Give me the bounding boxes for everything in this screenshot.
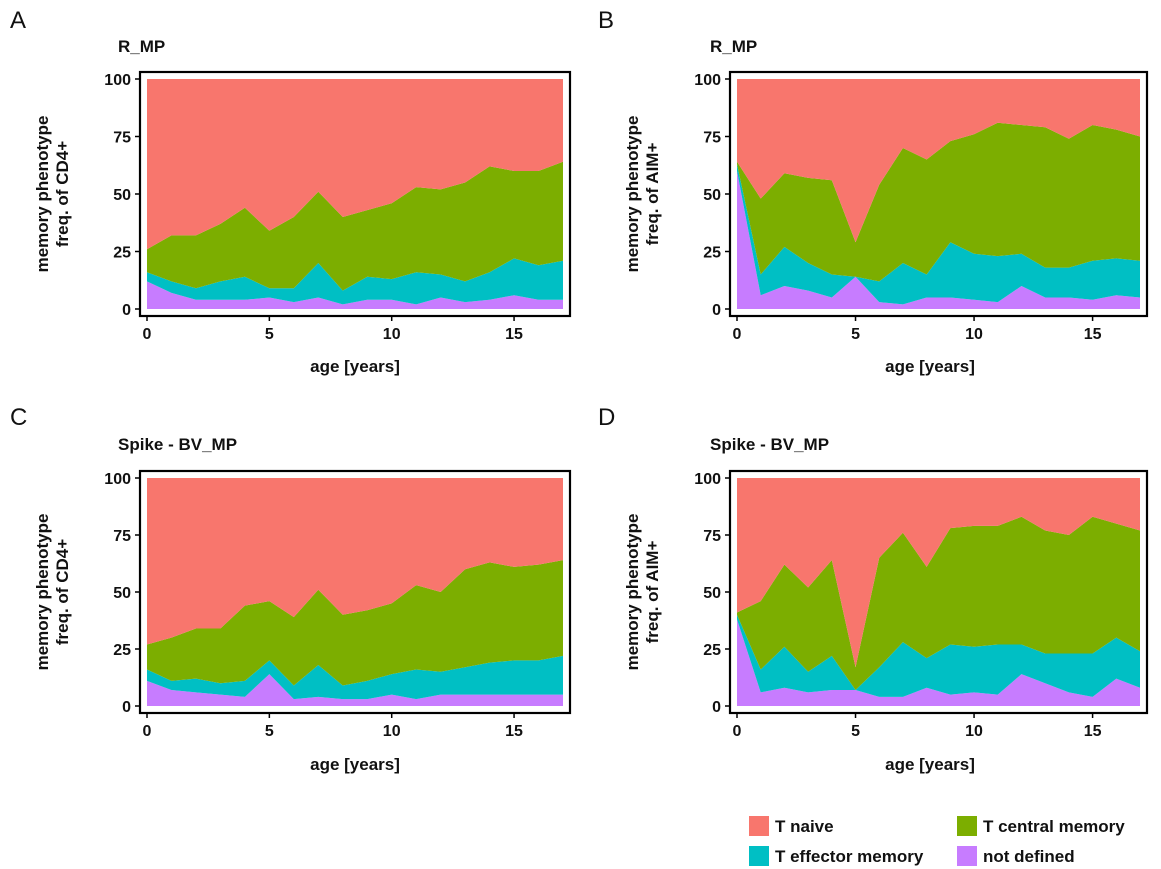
- area-t-effector-memory: [147, 655, 563, 700]
- x-tick-label: 10: [965, 723, 983, 740]
- y-axis-title: memory phenotypefreq. of CD4+: [33, 514, 72, 671]
- x-tick-label: 15: [505, 326, 523, 343]
- x-tick-label: 15: [1084, 723, 1102, 740]
- y-tick-label: 0: [712, 699, 721, 716]
- legend-label: T effector memory: [775, 847, 924, 866]
- y-tick-label: 0: [712, 302, 721, 319]
- x-tick-label: 10: [383, 723, 401, 740]
- area-t-naive: [147, 79, 563, 250]
- panel-title: R_MP: [710, 37, 757, 56]
- y-axis-title: memory phenotypefreq. of CD4+: [33, 116, 72, 273]
- panel-c: C Spike - BV_MP 0 25 50 75 100 0 5 10 15 age [years…: [10, 404, 572, 774]
- panel-title: Spike - BV_MP: [118, 435, 237, 454]
- legend-label: T central memory: [983, 817, 1125, 836]
- x-tick-label: 15: [1084, 326, 1102, 343]
- legend-item-undefined: not defined: [957, 846, 1075, 866]
- area-t-central-memory: [147, 161, 563, 291]
- y-axis-title: memory phenotypefreq. of AIM+: [623, 116, 662, 273]
- area-t-naive: [147, 478, 563, 645]
- area-t-effector-memory: [147, 258, 563, 305]
- area-t-naive: [737, 478, 1140, 668]
- legend: T naive T central memory T effector memory…: [749, 816, 1125, 866]
- y-tick-label: 25: [113, 245, 131, 262]
- x-axis-title: age [years]: [310, 755, 400, 774]
- y-tick-label: 0: [122, 302, 131, 319]
- area-not-defined: [147, 281, 563, 309]
- panel-letter: D: [598, 404, 615, 431]
- y-tick-label: 50: [113, 585, 131, 602]
- panel-letter: A: [10, 7, 26, 34]
- y-tick-label: 25: [703, 642, 721, 659]
- y-tick-label: 75: [703, 130, 721, 147]
- y-tick-label: 100: [104, 471, 131, 488]
- legend-swatch: [957, 816, 977, 836]
- x-axis-title: age [years]: [885, 357, 975, 376]
- legend-label: not defined: [983, 847, 1075, 866]
- y-tick-label: 25: [113, 642, 131, 659]
- x-tick-label: 0: [733, 326, 742, 343]
- y-axis-title: memory phenotypefreq. of AIM+: [623, 514, 662, 671]
- legend-swatch: [749, 846, 769, 866]
- y-tick-label: 100: [694, 471, 721, 488]
- area-t-effector-memory: [737, 614, 1140, 697]
- x-tick-label: 5: [851, 723, 860, 740]
- y-tick-label: 75: [113, 130, 131, 147]
- x-axis-title: age [years]: [885, 755, 975, 774]
- panel-letter: C: [10, 404, 27, 431]
- panel-b: B R_MP 0 25 50 75 100 0 5 10 15 age [years] memory p…: [598, 7, 1149, 376]
- area-not-defined: [147, 674, 563, 706]
- x-tick-label: 0: [143, 723, 152, 740]
- area-t-naive: [737, 79, 1140, 243]
- y-tick-label: 50: [703, 585, 721, 602]
- y-tick-label: 100: [104, 72, 131, 89]
- area-not-defined: [737, 619, 1140, 706]
- y-tick-label: 50: [113, 187, 131, 204]
- area-t-effector-memory: [737, 164, 1140, 305]
- x-tick-label: 0: [143, 326, 152, 343]
- y-tick-label: 75: [113, 528, 131, 545]
- panel-title: R_MP: [118, 37, 165, 56]
- y-tick-label: 0: [122, 699, 131, 716]
- y-tick-label: 25: [703, 245, 721, 262]
- x-tick-label: 5: [851, 326, 860, 343]
- legend-swatch: [749, 816, 769, 836]
- legend-label: T naive: [775, 817, 834, 836]
- area-t-central-memory: [737, 122, 1140, 282]
- area-t-central-memory: [147, 560, 563, 686]
- panel-a: A R_MP 0 25 50 75 100 0 5 10 15 age [years] memory p…: [10, 7, 572, 376]
- area-not-defined: [737, 171, 1140, 309]
- y-tick-label: 100: [694, 72, 721, 89]
- panel-letter: B: [598, 7, 614, 34]
- x-axis-title: age [years]: [310, 357, 400, 376]
- x-tick-label: 5: [265, 723, 274, 740]
- x-tick-label: 5: [265, 326, 274, 343]
- legend-swatch: [957, 846, 977, 866]
- x-tick-label: 10: [965, 326, 983, 343]
- panel-title: Spike - BV_MP: [710, 435, 829, 454]
- legend-item-central: T central memory: [957, 816, 1125, 836]
- x-tick-label: 0: [733, 723, 742, 740]
- legend-item-effector: T effector memory: [749, 846, 924, 866]
- panel-d: D Spike - BV_MP 0 25 50 75 100 0 5 10 15 age [years…: [598, 404, 1149, 774]
- x-tick-label: 10: [383, 326, 401, 343]
- y-tick-label: 50: [703, 187, 721, 204]
- legend-item-naive: T naive: [749, 816, 834, 836]
- area-t-central-memory: [737, 516, 1140, 691]
- x-tick-label: 15: [505, 723, 523, 740]
- y-tick-label: 75: [703, 528, 721, 545]
